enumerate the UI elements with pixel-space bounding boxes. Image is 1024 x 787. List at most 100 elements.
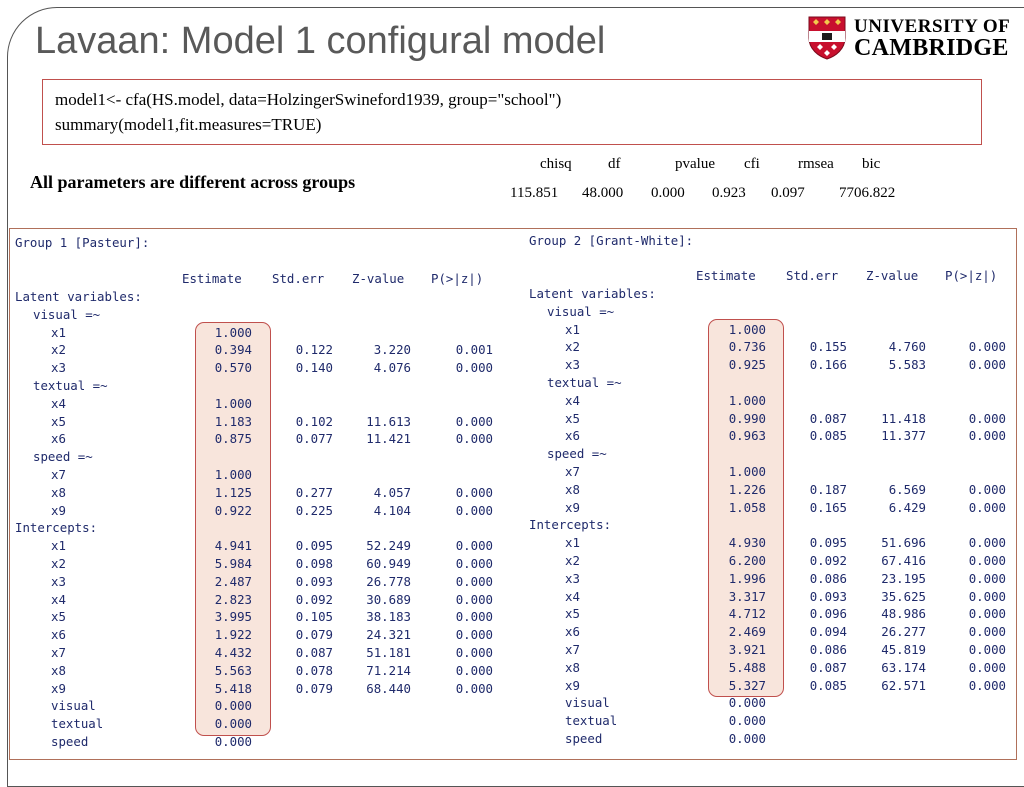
p-value: 0.000 xyxy=(968,606,1006,622)
parameter-row: x3 2.487 0.093 26.778 0.000 xyxy=(10,574,1016,592)
p-value: 0.000 xyxy=(455,662,493,678)
std-err-value: 0.085 xyxy=(809,428,847,444)
row-label: x9 xyxy=(51,502,66,518)
p-value: 0.000 xyxy=(455,538,493,554)
std-err-value: 0.079 xyxy=(295,627,333,643)
p-value: 0.000 xyxy=(455,431,493,447)
std-err-value: 0.087 xyxy=(809,659,847,675)
parameter-row: x6 0.875 0.077 11.421 0.000 xyxy=(10,431,1016,449)
parameter-row: x6 2.469 0.094 26.277 0.000 xyxy=(10,624,1016,642)
row-label: x1 xyxy=(565,321,580,337)
estimate-header: Estimate xyxy=(696,268,756,283)
row-label: textual =~ xyxy=(547,375,622,390)
fit-value-cfi: 0.923 xyxy=(712,185,746,201)
estimate-value: 5.563 xyxy=(214,662,252,678)
z-value: 38.183 xyxy=(366,609,411,625)
code-line: summary(model1,fit.measures=TRUE) xyxy=(55,115,322,134)
row-label: x4 xyxy=(51,591,66,607)
parameter-row: x1 4.941 0.095 52.249 0.000 xyxy=(10,538,1016,556)
parameter-row: x8 1.125 0.277 4.057 0.000 xyxy=(10,485,1016,503)
z-value-header: Z-value xyxy=(866,268,919,283)
estimate-highlight-box xyxy=(708,318,784,698)
estimate-value: 2.469 xyxy=(728,624,766,640)
estimate-value: 0.922 xyxy=(214,502,252,518)
p-value: 0.000 xyxy=(455,484,493,500)
parameter-row: x9 5.327 0.085 62.571 0.000 xyxy=(10,678,1016,696)
section-row: Latent variables: xyxy=(10,286,1016,304)
estimate-value: 0.000 xyxy=(214,716,252,732)
p-value: 0.000 xyxy=(455,591,493,607)
estimate-value: 2.823 xyxy=(214,591,252,607)
p-value-header: P(>|z|) xyxy=(945,268,998,283)
parameter-row: x7 1.000 xyxy=(10,467,1016,485)
estimate-value: 4.712 xyxy=(728,606,766,622)
row-label: x4 xyxy=(51,395,66,411)
z-value: 4.057 xyxy=(373,484,411,500)
estimate-value: 0.570 xyxy=(214,360,252,376)
row-label: x9 xyxy=(565,677,580,693)
parameter-row: visual 0.000 xyxy=(10,695,1016,713)
row-label: Latent variables: xyxy=(529,286,656,301)
parameter-row: x9 5.418 0.079 68.440 0.000 xyxy=(10,681,1016,699)
row-label: speed =~ xyxy=(33,449,93,465)
fit-header-chisq: chisq xyxy=(540,156,572,172)
std-err-header: Std.err xyxy=(272,271,325,286)
p-value: 0.000 xyxy=(455,556,493,571)
parameter-row: x6 1.922 0.079 24.321 0.000 xyxy=(10,627,1016,645)
group-title: Group 1 [Pasteur]: xyxy=(15,235,150,250)
estimate-value: 4.941 xyxy=(214,538,252,554)
std-err-value: 0.093 xyxy=(295,573,333,589)
z-value: 26.277 xyxy=(881,624,926,640)
row-label: x6 xyxy=(565,428,580,444)
p-value: 0.000 xyxy=(455,609,493,625)
parameter-row: x5 0.990 0.087 11.418 0.000 xyxy=(10,411,1016,429)
z-value: 68.440 xyxy=(366,680,411,696)
estimate-value: 4.930 xyxy=(728,535,766,551)
section-row: speed =~ xyxy=(10,446,1016,464)
p-value: 0.000 xyxy=(455,680,493,696)
p-value: 0.000 xyxy=(968,570,1006,586)
estimate-value: 1.058 xyxy=(728,499,766,515)
row-label: x3 xyxy=(565,357,580,373)
z-value: 63.174 xyxy=(881,659,926,675)
parameter-row: speed 0.000 xyxy=(10,731,1016,749)
p-value: 0.001 xyxy=(455,342,493,358)
row-label: visual xyxy=(51,698,96,714)
row-label: x3 xyxy=(51,573,66,589)
row-label: x9 xyxy=(565,499,580,515)
estimate-value: 1.000 xyxy=(214,467,252,482)
estimate-value: 1.000 xyxy=(214,395,252,411)
fit-value-df: 48.000 xyxy=(582,185,624,201)
row-label: speed =~ xyxy=(547,446,607,462)
p-value: 0.000 xyxy=(968,642,1006,657)
parameter-row: x2 0.736 0.155 4.760 0.000 xyxy=(10,339,1016,357)
code-line: model1<- cfa(HS.model, data=HolzingerSwi… xyxy=(55,90,562,109)
estimate-value: 1.000 xyxy=(728,321,766,337)
estimate-value: 0.990 xyxy=(728,410,766,426)
row-label: x3 xyxy=(51,360,66,376)
row-label: Intercepts: xyxy=(15,520,98,536)
row-label: visual =~ xyxy=(33,306,101,322)
row-label: x3 xyxy=(565,570,580,586)
note-text: All parameters are different across grou… xyxy=(30,172,356,192)
parameter-row: x2 6.200 0.092 67.416 0.000 xyxy=(10,553,1016,571)
row-label: x7 xyxy=(51,467,66,482)
p-value: 0.000 xyxy=(968,553,1006,568)
section-row: Latent variables: xyxy=(10,289,1016,307)
z-value: 45.819 xyxy=(881,642,926,657)
estimate-value: 0.963 xyxy=(728,428,766,444)
logo-line-1: UNIVERSITY OF xyxy=(854,16,1011,37)
fit-value-pvalue: 0.000 xyxy=(651,185,685,201)
fit-value-chisq: 115.851 xyxy=(510,185,559,201)
estimate-value: 1.226 xyxy=(728,481,766,497)
parameter-row: x5 1.183 0.102 11.613 0.000 xyxy=(10,414,1016,432)
p-value: 0.000 xyxy=(968,659,1006,675)
row-label: x9 xyxy=(51,680,66,696)
std-err-value: 0.166 xyxy=(809,357,847,373)
row-label: Latent variables: xyxy=(15,289,142,304)
section-row: textual =~ xyxy=(10,378,1016,396)
section-row: Intercepts: xyxy=(10,517,1016,535)
z-value-header: Z-value xyxy=(352,271,405,286)
z-value: 71.214 xyxy=(366,662,411,678)
z-value: 51.696 xyxy=(881,535,926,551)
